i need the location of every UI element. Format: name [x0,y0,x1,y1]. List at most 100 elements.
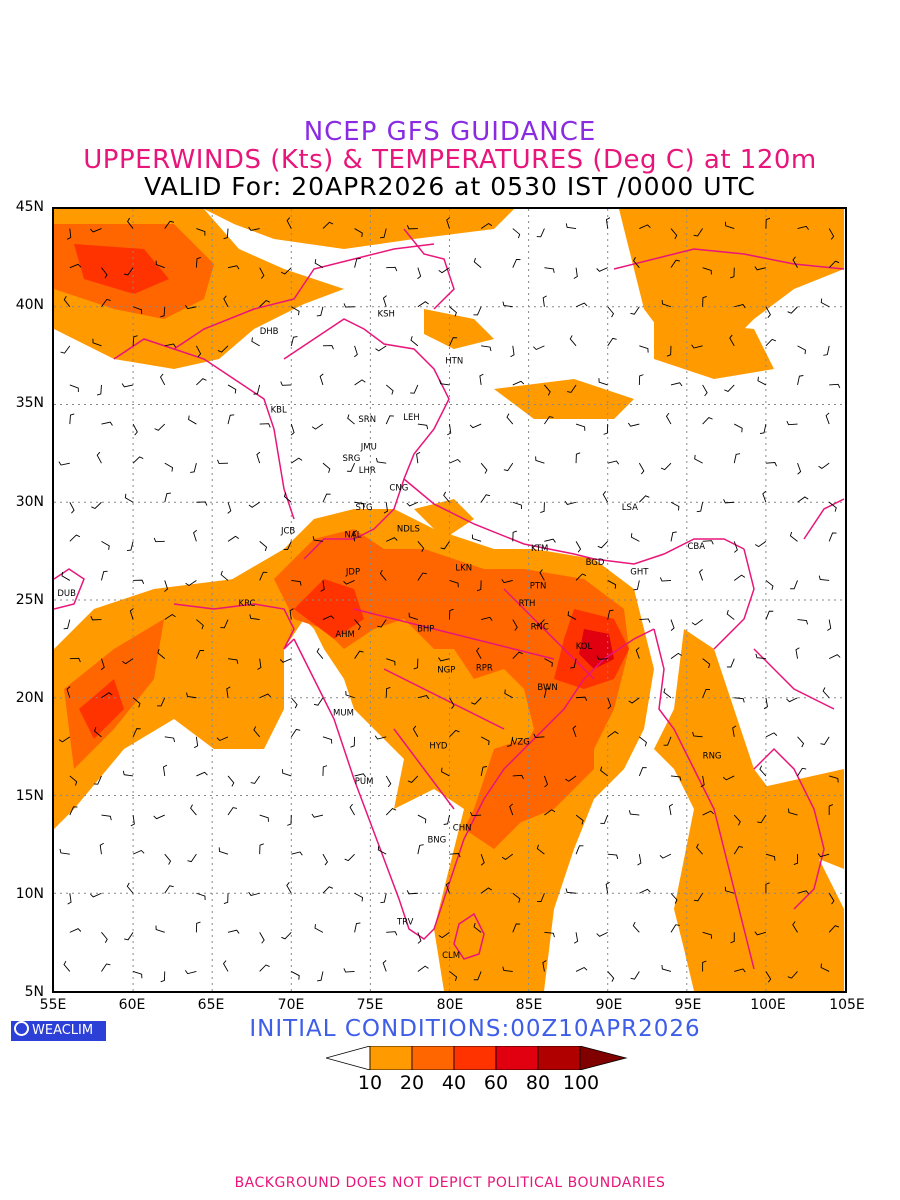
wind-barb [596,655,608,660]
wind-barb [196,619,204,630]
wind-barb [132,971,143,979]
wind-barb [353,345,358,358]
wind-barb [374,735,387,740]
wind-barb [380,228,387,239]
city-label-hyd: HYD [429,742,448,752]
wind-barb [449,306,457,317]
wind-barb [417,844,424,855]
wind-barb [479,373,484,386]
wind-barb [639,345,649,353]
wind-barb [670,775,682,781]
wind-barb [101,570,108,581]
wind-barb [734,304,746,309]
wind-barb [100,658,105,671]
wind-barb [536,844,545,855]
wind-barb [605,217,611,229]
wind-barb [257,658,262,670]
wind-barb [132,423,138,436]
wind-barb [347,414,355,425]
wind-barb [126,882,134,894]
wind-barb [441,767,450,777]
wind-barb [829,775,839,783]
wind-barb [573,932,579,944]
wind-barb [67,893,72,905]
wind-barb [765,217,771,229]
lat-label-40n: 40N [15,297,44,313]
wind-barb [572,725,577,738]
wind-barb [101,932,108,943]
wind-barb [124,493,134,503]
wind-barb [603,424,609,435]
wind-barb [818,462,830,469]
wind-barb [92,338,102,347]
wind-barb [473,971,482,981]
wind-barb [633,580,640,591]
wind-barb [501,579,513,584]
wind-barb [386,537,398,542]
wind-barb [354,619,361,631]
wind-barb [58,461,70,466]
wind-barb [722,775,735,781]
wind-barb [661,964,672,972]
wind-barb [797,496,809,503]
wind-barb [196,771,208,777]
wind-barb [602,491,609,503]
wind-barb [122,658,134,665]
wind-barb [757,376,767,386]
wind-barb [692,731,703,738]
wind-barb [540,502,545,513]
wind-barb [259,814,269,822]
wind-barb [164,736,176,743]
wind-barb [322,221,334,229]
wind-barb [290,423,295,436]
wind-barb [417,695,430,700]
wind-barb [607,306,615,318]
wind-barb [227,929,240,934]
lon-label-65e: 65E [197,997,225,1013]
wind-barb [575,423,586,431]
lon-label-90e: 90E [595,997,623,1013]
wind-barb [253,726,261,738]
wind-barb [661,299,672,308]
wind-barb [63,619,71,630]
wind-barb [382,960,387,972]
wind-barb [382,295,387,307]
wind-speed-shading [54,209,844,991]
wind-barb [787,971,798,979]
wind-barb [90,228,102,233]
wind-barb [96,384,102,396]
wind-barb [223,893,229,904]
wind-barb [471,534,482,542]
wind-barb [164,220,175,229]
wind-barb [449,608,454,620]
wind-barb [725,221,735,229]
wind-barb [666,345,672,357]
wind-barb [734,423,743,433]
wind-barb [386,931,398,936]
city-label-clm: CLM [442,951,460,961]
wind-barb [765,306,771,318]
wind-barb [101,692,113,699]
wind-barb [765,882,770,894]
wind-barb [259,423,271,428]
wind-barb [375,457,387,464]
wind-barb [69,928,82,933]
wind-barb [312,536,324,542]
wind-barb [797,619,808,625]
wind-barb [670,228,678,240]
wind-barb [700,775,705,788]
wind-barb [633,257,640,268]
wind-barb [797,462,802,475]
wind-barb [153,814,165,820]
wind-barb [670,892,678,904]
wind-barb [597,541,609,549]
wind-barb [512,774,524,780]
wind-barb [730,267,735,279]
wind-barb [512,501,523,510]
wind-barb [195,257,201,268]
wind-barb [123,267,134,276]
city-label-pum: PUM [355,777,374,787]
wind-barb [797,736,805,748]
legend-label-60: 60 [483,1072,509,1094]
wind-barb [786,420,798,426]
